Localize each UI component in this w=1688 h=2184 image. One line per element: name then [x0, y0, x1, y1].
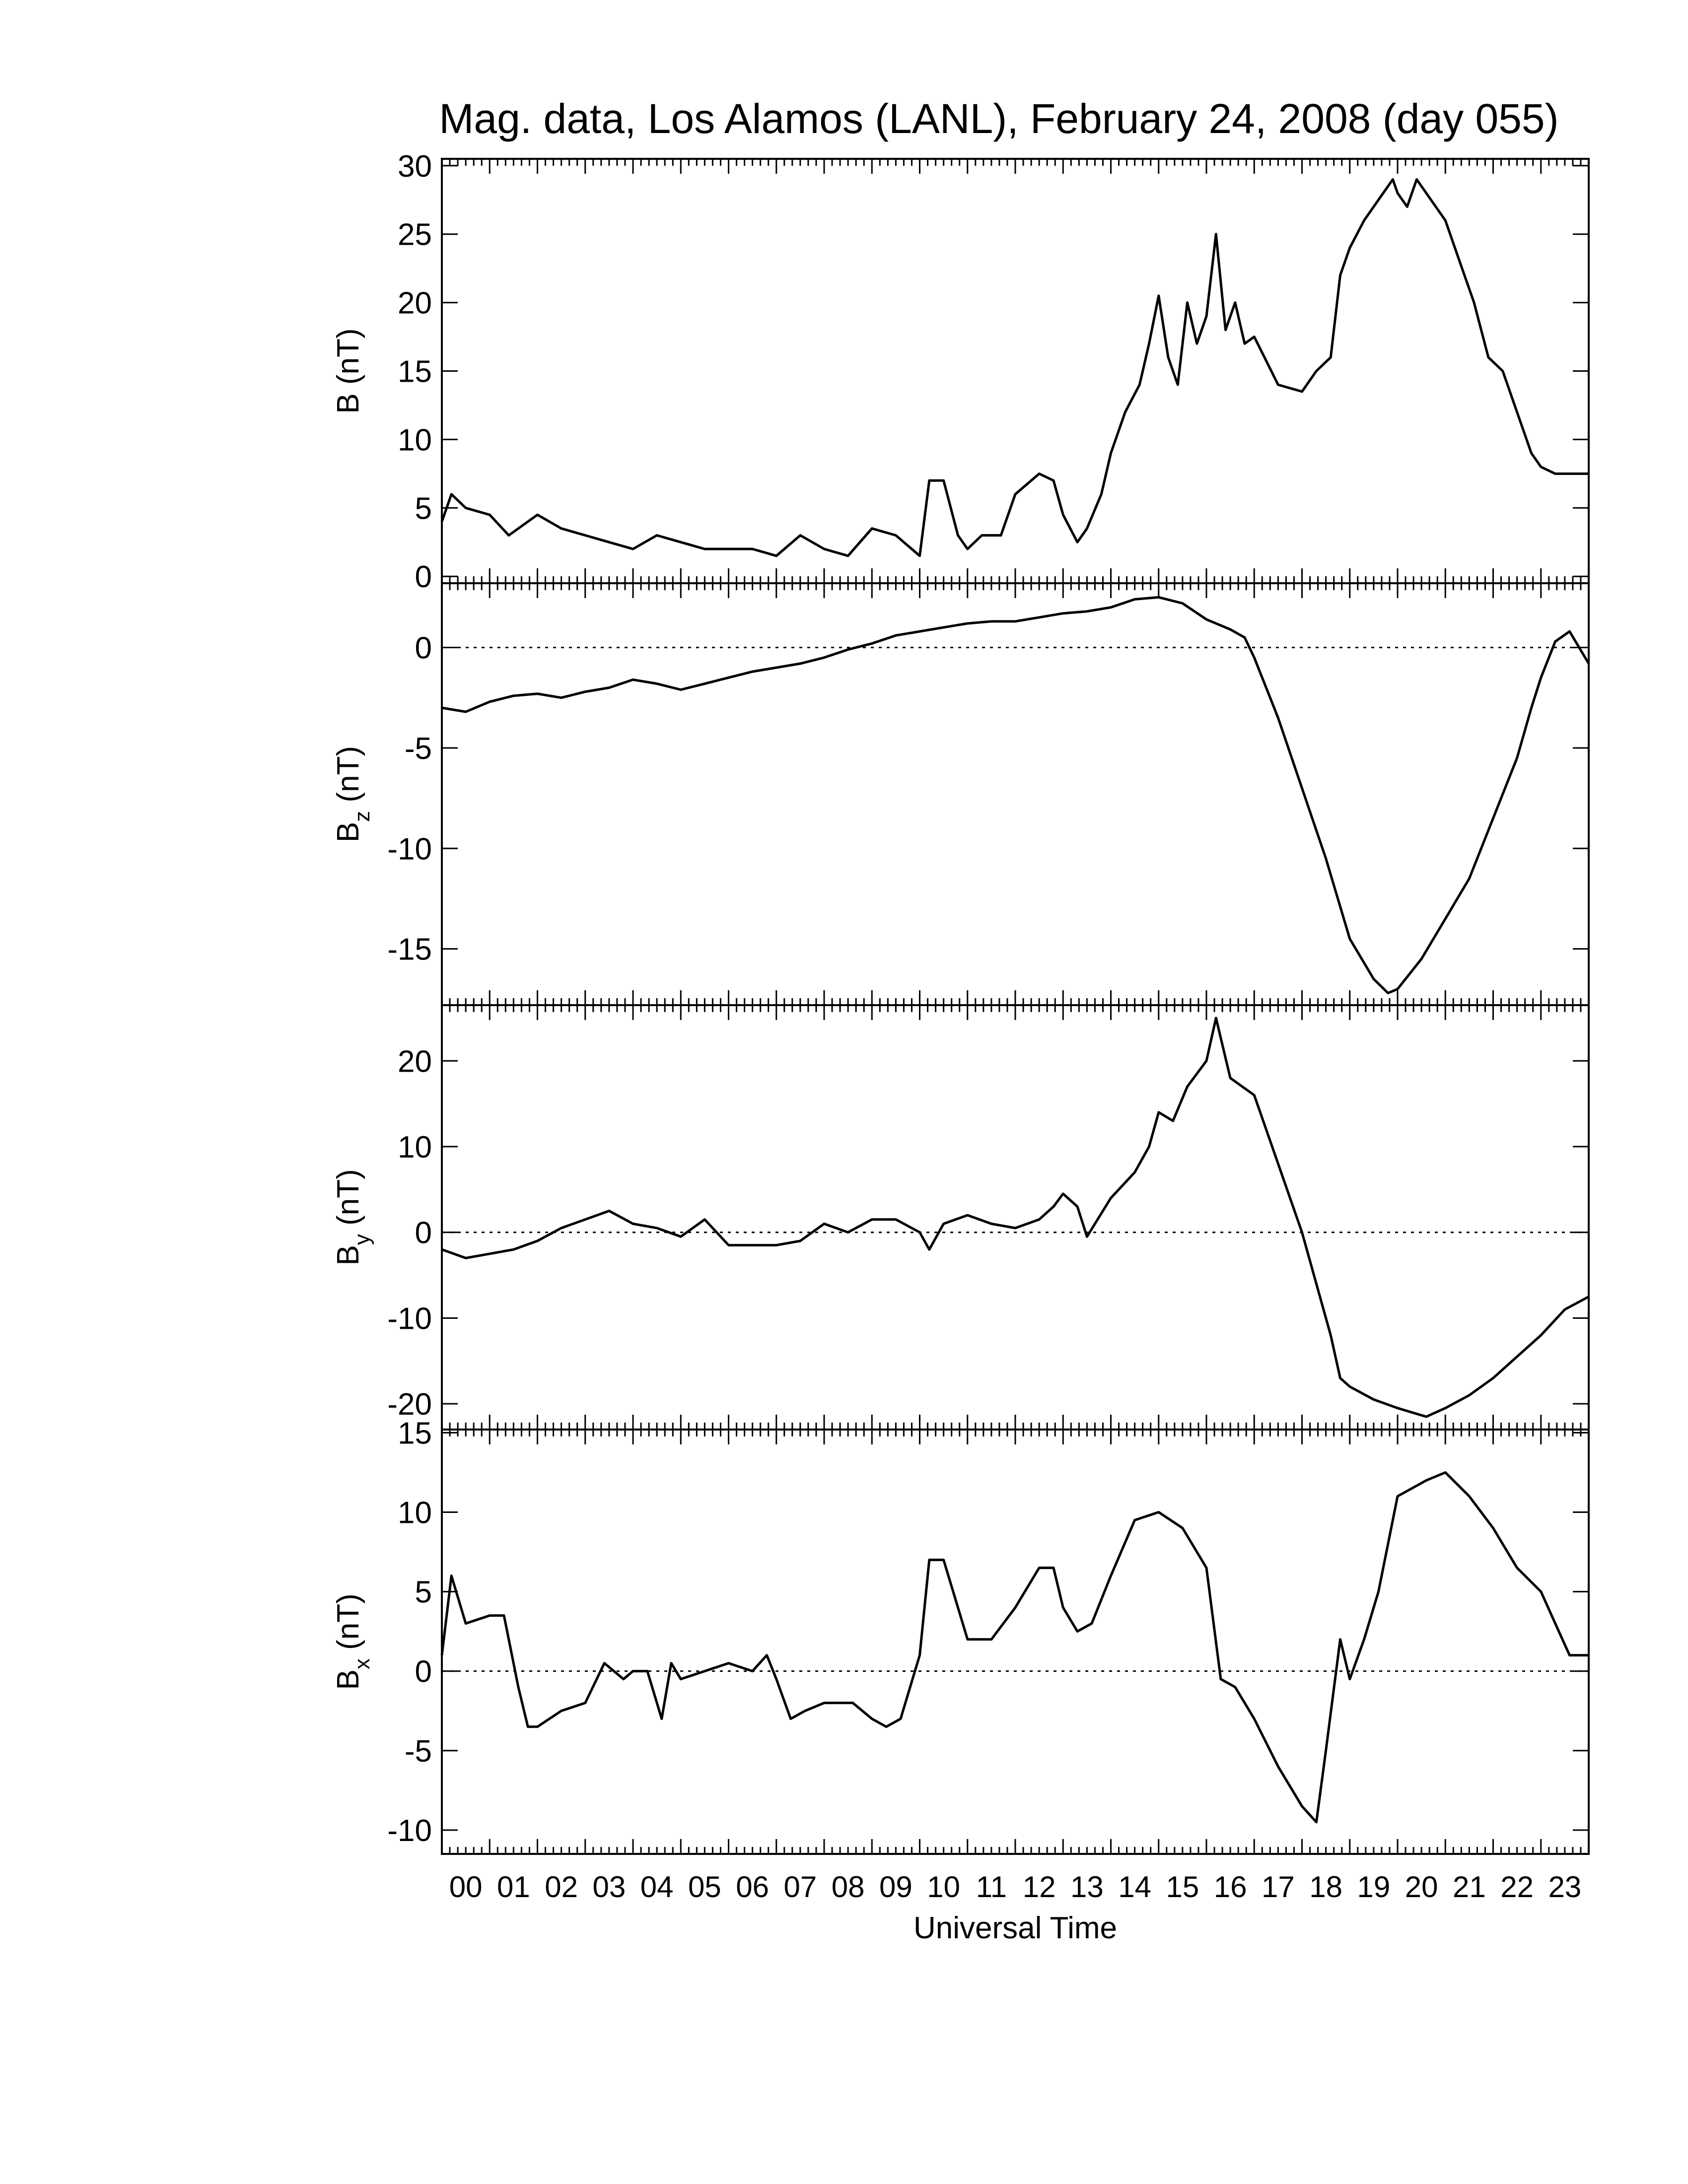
y-tick-label: 15	[398, 355, 432, 389]
x-tick-label: 15	[1166, 1870, 1199, 1904]
panel-by: 20 10 0 -10 -20 By (nT)	[331, 1004, 1590, 1431]
panel-bx: 15 10 5 0 -5 -10 Bx (nT)	[331, 1416, 1590, 1855]
y-tick-label: 25	[398, 218, 432, 252]
chart-title: Mag. data, Los Alamos (LANL), February 2…	[439, 95, 1558, 142]
x-tick-label: 16	[1214, 1870, 1247, 1904]
x-tick-labels: 00 01 02 03 04 05 06 07 08 09 10 11 12 13 14 15 16 17 18 19…	[449, 1870, 1582, 1904]
y-axis-label: Bz (nT)	[331, 746, 374, 842]
y-tick-label: -10	[387, 832, 432, 866]
y-tick-label: -5	[405, 732, 432, 766]
x-tick-label: 12	[1023, 1870, 1056, 1904]
x-tick-label: 05	[688, 1870, 721, 1904]
series-line-Bx	[440, 1471, 1589, 1824]
plot-frame	[441, 1004, 1590, 1431]
x-tick-label: 19	[1357, 1870, 1391, 1904]
y-tick-label: -5	[405, 1734, 432, 1769]
y-tick-label: 30	[398, 149, 432, 184]
y-tick-label: 20	[398, 1044, 432, 1079]
x-tick-label: 14	[1118, 1870, 1151, 1904]
x-tick-label: 08	[832, 1870, 865, 1904]
x-axis-label: Universal Time	[914, 1911, 1117, 1945]
x-tick-label: 21	[1453, 1870, 1486, 1904]
y-tick-label: 0	[415, 560, 432, 594]
panel-bz: 0 -5 -10 -15 Bz (nT)	[331, 582, 1590, 1006]
y-axis-label: B (nT)	[331, 328, 365, 413]
x-tick-label: 22	[1500, 1870, 1534, 1904]
x-tick-label: 10	[927, 1870, 960, 1904]
x-tick-label: 00	[449, 1870, 483, 1904]
x-tick-label: 03	[593, 1870, 626, 1904]
y-tick-label: 0	[415, 1216, 432, 1250]
x-tick-label: 04	[640, 1870, 674, 1904]
plot-frame	[441, 158, 1590, 584]
y-tick-label: 5	[415, 491, 432, 526]
series-line-By	[441, 1017, 1590, 1418]
plot-frame	[441, 582, 1590, 1006]
y-tick-label: -15	[387, 933, 432, 967]
y-tick-label: 15	[398, 1416, 432, 1450]
x-tick-label: 02	[545, 1870, 578, 1904]
x-tick-label: 13	[1070, 1870, 1104, 1904]
y-tick-label: 0	[415, 631, 432, 666]
x-tick-label: 23	[1548, 1870, 1582, 1904]
x-tick-label: 09	[879, 1870, 913, 1904]
plot-frame	[441, 1429, 1590, 1855]
x-tick-label: 06	[736, 1870, 769, 1904]
x-tick-label: 11	[976, 1870, 1007, 1904]
y-tick-label: -10	[387, 1301, 432, 1336]
y-tick-label: 10	[398, 1496, 432, 1530]
series-line-B	[440, 178, 1589, 557]
y-tick-label: -10	[387, 1814, 432, 1848]
series-line-Bz	[441, 596, 1590, 995]
y-tick-label: 10	[398, 423, 432, 457]
y-axis-label: Bx (nT)	[331, 1593, 374, 1690]
y-tick-label: 5	[415, 1575, 432, 1610]
x-tick-label: 20	[1405, 1870, 1438, 1904]
y-tick-label: 10	[398, 1130, 432, 1164]
y-axis-label: By (nT)	[331, 1169, 374, 1265]
x-tick-label: 07	[784, 1870, 817, 1904]
y-tick-label: 20	[398, 286, 432, 321]
y-tick-label: 0	[415, 1655, 432, 1689]
x-tick-label: 17	[1262, 1870, 1295, 1904]
x-tick-label: 18	[1309, 1870, 1342, 1904]
y-tick-label: -20	[387, 1387, 432, 1422]
x-tick-label: 01	[497, 1870, 530, 1904]
panel-b-magnitude: 0 5 10 15 20 25 30 B (nT)	[331, 149, 1590, 594]
